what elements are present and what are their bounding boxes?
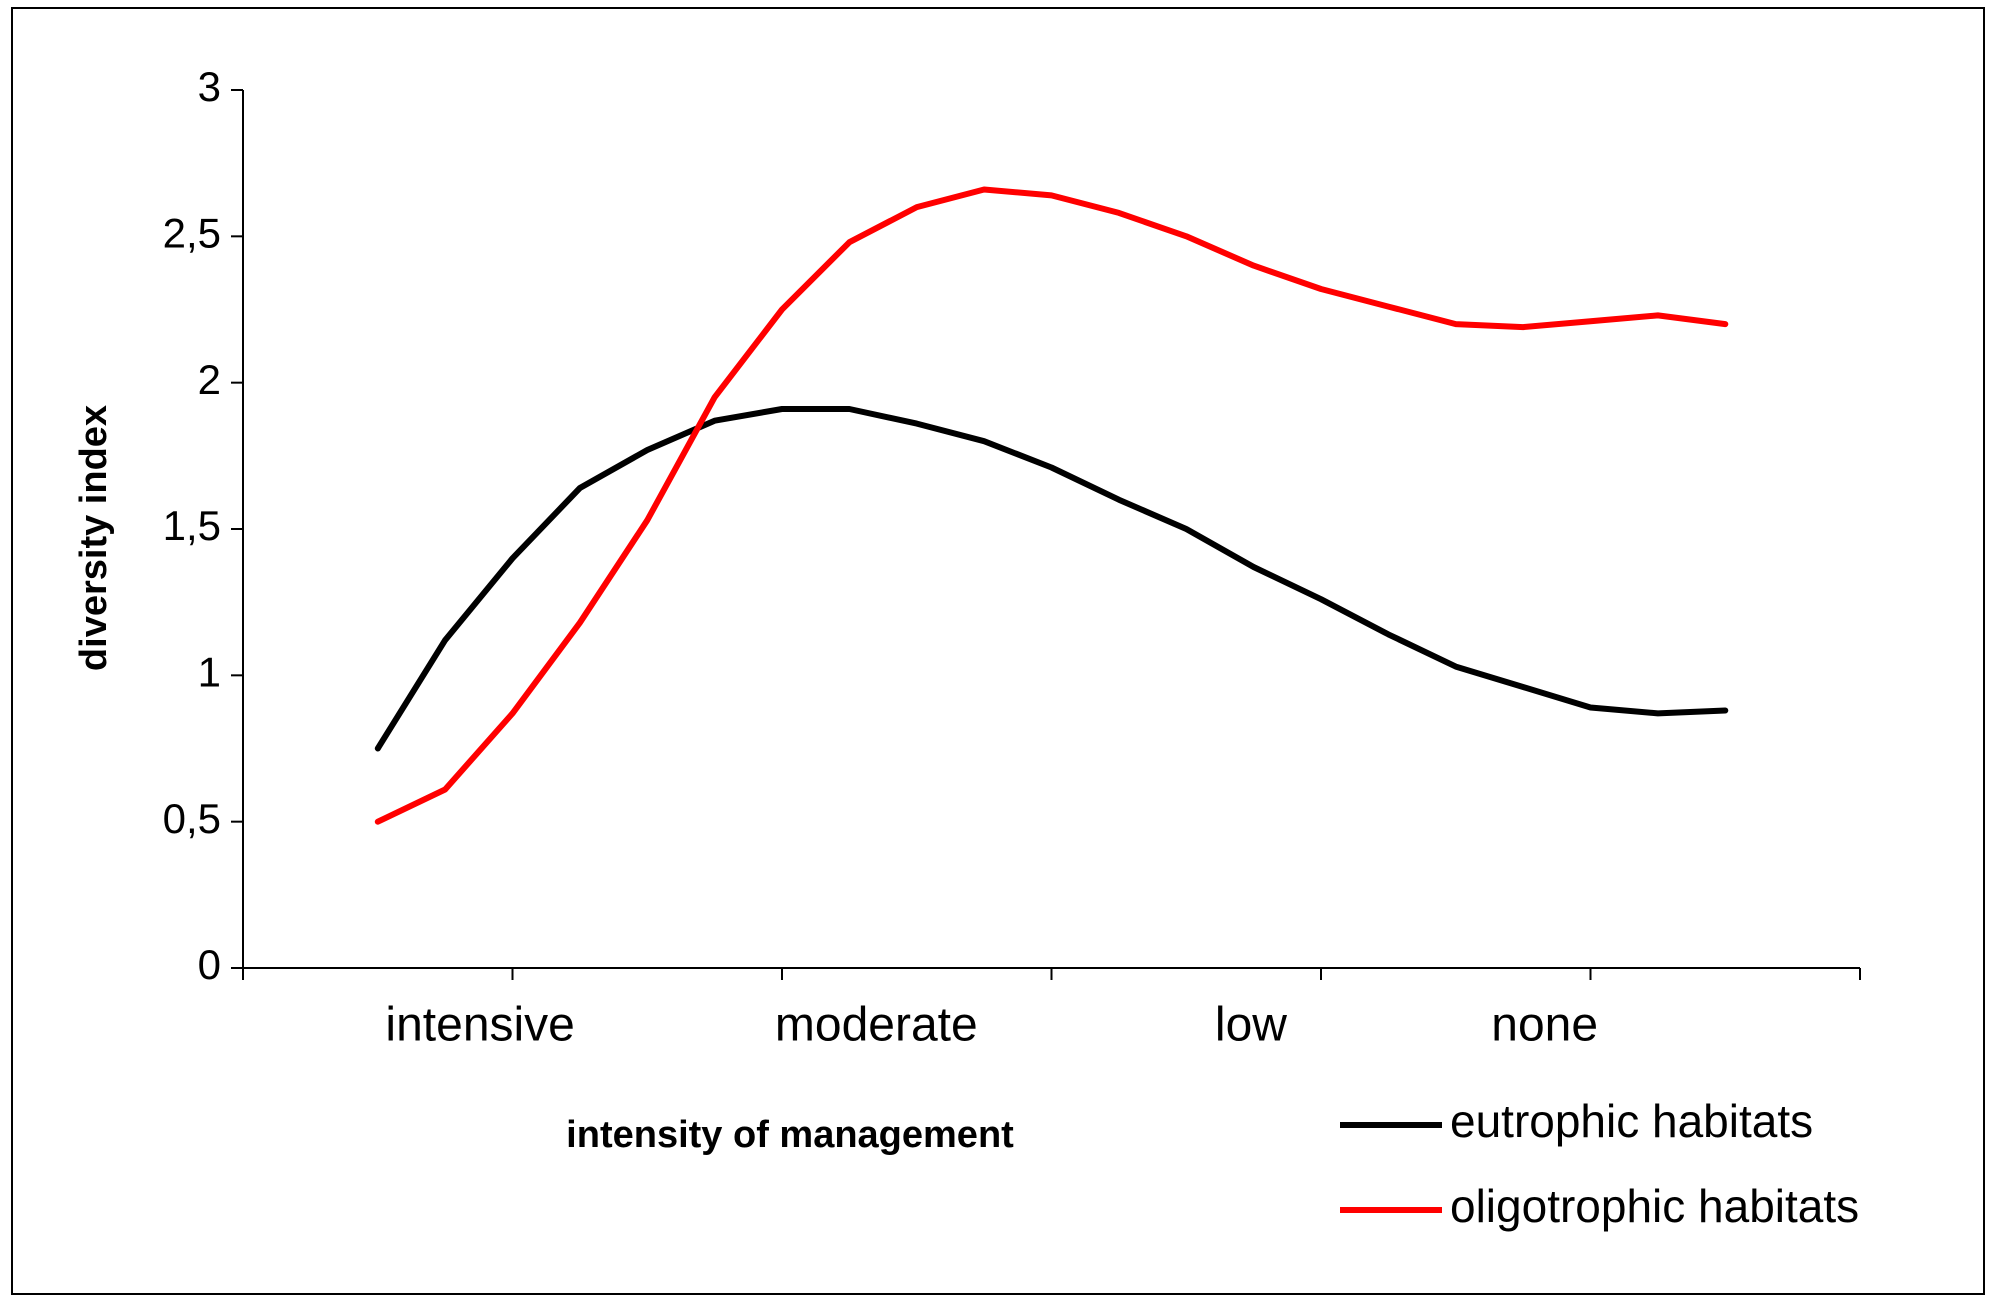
y-tick-label: 2,5 bbox=[163, 209, 221, 256]
data-line bbox=[374, 186, 1729, 825]
x-category-label: none bbox=[1491, 999, 1598, 1052]
data-line bbox=[374, 406, 1729, 752]
x-category-label: low bbox=[1215, 999, 1287, 1052]
x-category-label: moderate bbox=[775, 999, 978, 1052]
x-axis-label: intensity of management bbox=[566, 1114, 1014, 1156]
y-tick-label: 2 bbox=[198, 356, 221, 403]
y-tick-label: 1,5 bbox=[163, 502, 221, 549]
y-axis-label: diversity index bbox=[73, 405, 115, 671]
y-tick-label: 1 bbox=[198, 648, 221, 695]
y-tick-label: 3 bbox=[198, 63, 221, 110]
chart-border bbox=[11, 7, 1985, 1295]
y-tick-label: 0 bbox=[198, 941, 221, 988]
y-tick-label: 0,5 bbox=[163, 795, 221, 842]
legend-label: eutrophic habitats bbox=[1450, 1095, 1813, 1147]
legend-label: oligotrophic habitats bbox=[1450, 1180, 1859, 1232]
x-category-label: intensive bbox=[385, 999, 574, 1052]
